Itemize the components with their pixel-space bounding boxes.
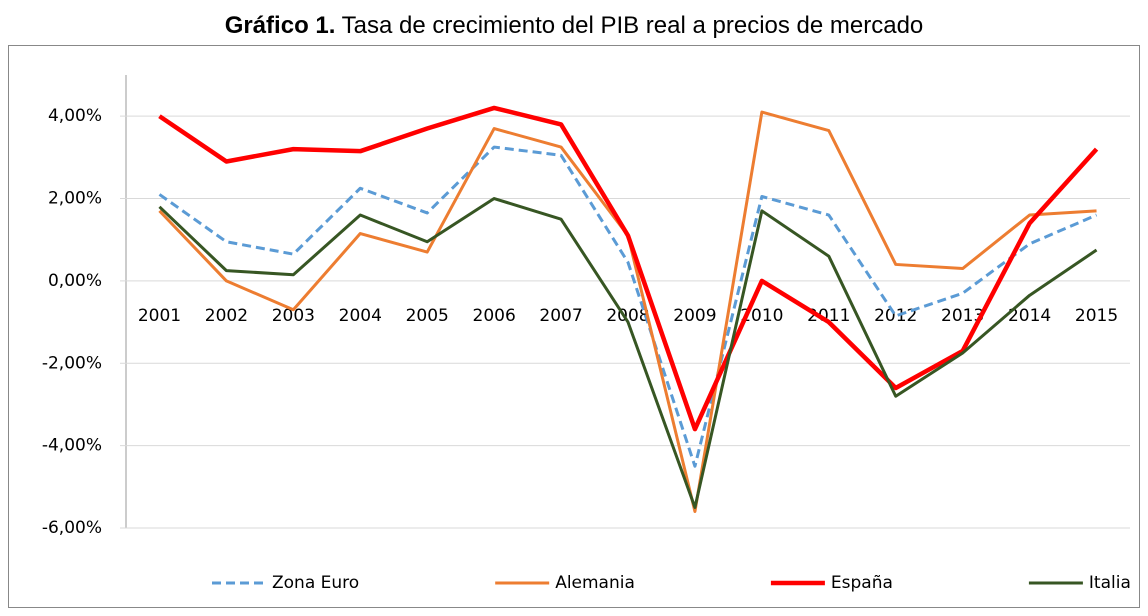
x-tick-label: 2014 xyxy=(1008,306,1051,326)
legend-label: España xyxy=(831,573,893,593)
legend-label: Alemania xyxy=(555,573,635,593)
y-tick-label: 2,00% xyxy=(48,189,102,209)
x-tick-label: 2012 xyxy=(874,306,917,326)
y-tick-label: 0,00% xyxy=(48,271,102,291)
legend-label: Zona Euro xyxy=(272,573,359,593)
x-tick-label: 2008 xyxy=(606,306,649,326)
x-tick-label: 2005 xyxy=(406,306,449,326)
x-tick-label: 2015 xyxy=(1075,306,1118,326)
y-tick-label: -6,00% xyxy=(42,518,102,538)
x-tick-label: 2011 xyxy=(807,306,850,326)
figure-label: Gráfico 1. xyxy=(225,12,336,39)
x-tick-label: 2004 xyxy=(339,306,382,326)
x-tick-label: 2010 xyxy=(740,306,783,326)
chart-title: Gráfico 1. Tasa de crecimiento del PIB r… xyxy=(225,12,924,39)
title-text: Tasa de crecimiento del PIB real a preci… xyxy=(342,12,924,39)
y-tick-label: -4,00% xyxy=(42,436,102,456)
data-line xyxy=(158,145,1098,468)
x-tick-label: 2006 xyxy=(473,306,516,326)
x-tick-label: 2002 xyxy=(205,306,248,326)
data-line xyxy=(158,105,1099,432)
x-tick-label: 2013 xyxy=(941,306,984,326)
x-tick-label: 2003 xyxy=(272,306,315,326)
data-line xyxy=(158,197,1098,509)
y-tick-label: -2,00% xyxy=(42,353,102,373)
x-tick-label: 2007 xyxy=(539,306,582,326)
y-tick-label: 4,00% xyxy=(48,106,102,126)
x-tick-label: 2009 xyxy=(673,306,716,326)
legend-label: Italia xyxy=(1089,573,1131,593)
x-tick-label: 2001 xyxy=(138,306,181,326)
